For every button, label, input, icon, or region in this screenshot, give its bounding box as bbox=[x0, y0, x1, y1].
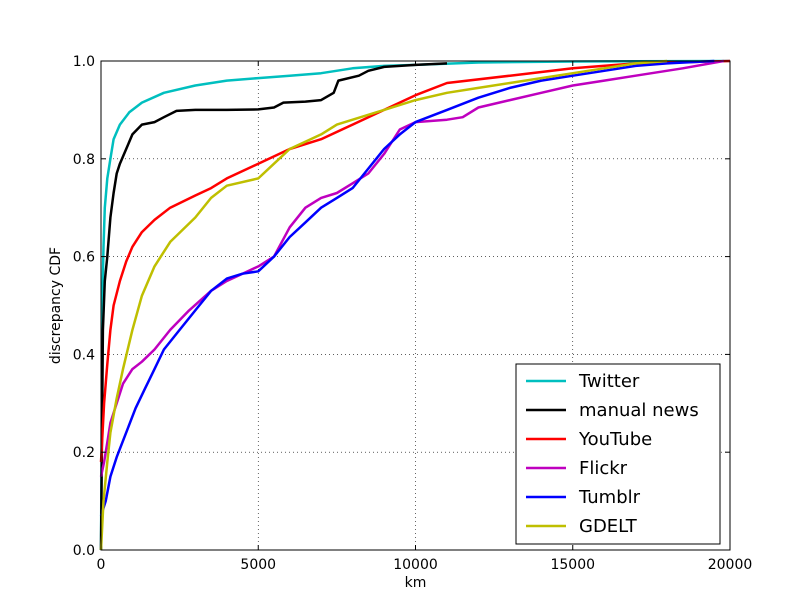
y-tick-label: 0.2 bbox=[73, 445, 95, 461]
legend-label: GDELT bbox=[579, 516, 638, 537]
y-axis-label: discrepancy CDF bbox=[48, 247, 64, 364]
series-line-flickr bbox=[99, 59, 724, 477]
grid-lines bbox=[101, 61, 730, 550]
x-axis-ticks: 0 5000 10000 15000 20000 bbox=[97, 61, 753, 573]
series-line-gdelt bbox=[99, 59, 668, 551]
legend-label: Flickr bbox=[579, 458, 628, 479]
legend-box bbox=[515, 363, 721, 545]
y-tick-label: 0.4 bbox=[73, 347, 95, 363]
x-tick-label: 10000 bbox=[393, 557, 438, 573]
series-line-tumblr bbox=[99, 59, 715, 517]
x-tick-label: 5000 bbox=[240, 557, 276, 573]
y-axis-ticks: 0.0 0.2 0.4 0.6 0.8 1.0 bbox=[73, 54, 730, 559]
x-tick-label: 15000 bbox=[550, 557, 595, 573]
y-tick-label: 0.8 bbox=[73, 152, 95, 168]
legend-label: manual news bbox=[579, 400, 699, 421]
y-tick-label: 0.6 bbox=[73, 250, 95, 266]
legend-label: Twitter bbox=[578, 371, 640, 392]
legend: Twitter manual news YouTube Flickr Tumblr GDE… bbox=[515, 363, 721, 545]
x-tick-label: 20000 bbox=[708, 557, 753, 573]
legend-label: Tumblr bbox=[578, 487, 641, 508]
x-tick-label: 0 bbox=[97, 557, 106, 573]
series-lines bbox=[99, 59, 731, 551]
y-tick-label: 1.0 bbox=[73, 54, 95, 70]
x-axis-label: km bbox=[405, 575, 427, 591]
legend-label: YouTube bbox=[578, 429, 652, 450]
series-line-youtube bbox=[99, 59, 731, 463]
series-line-manual-news bbox=[99, 62, 448, 551]
y-tick-label: 0.0 bbox=[73, 543, 95, 559]
